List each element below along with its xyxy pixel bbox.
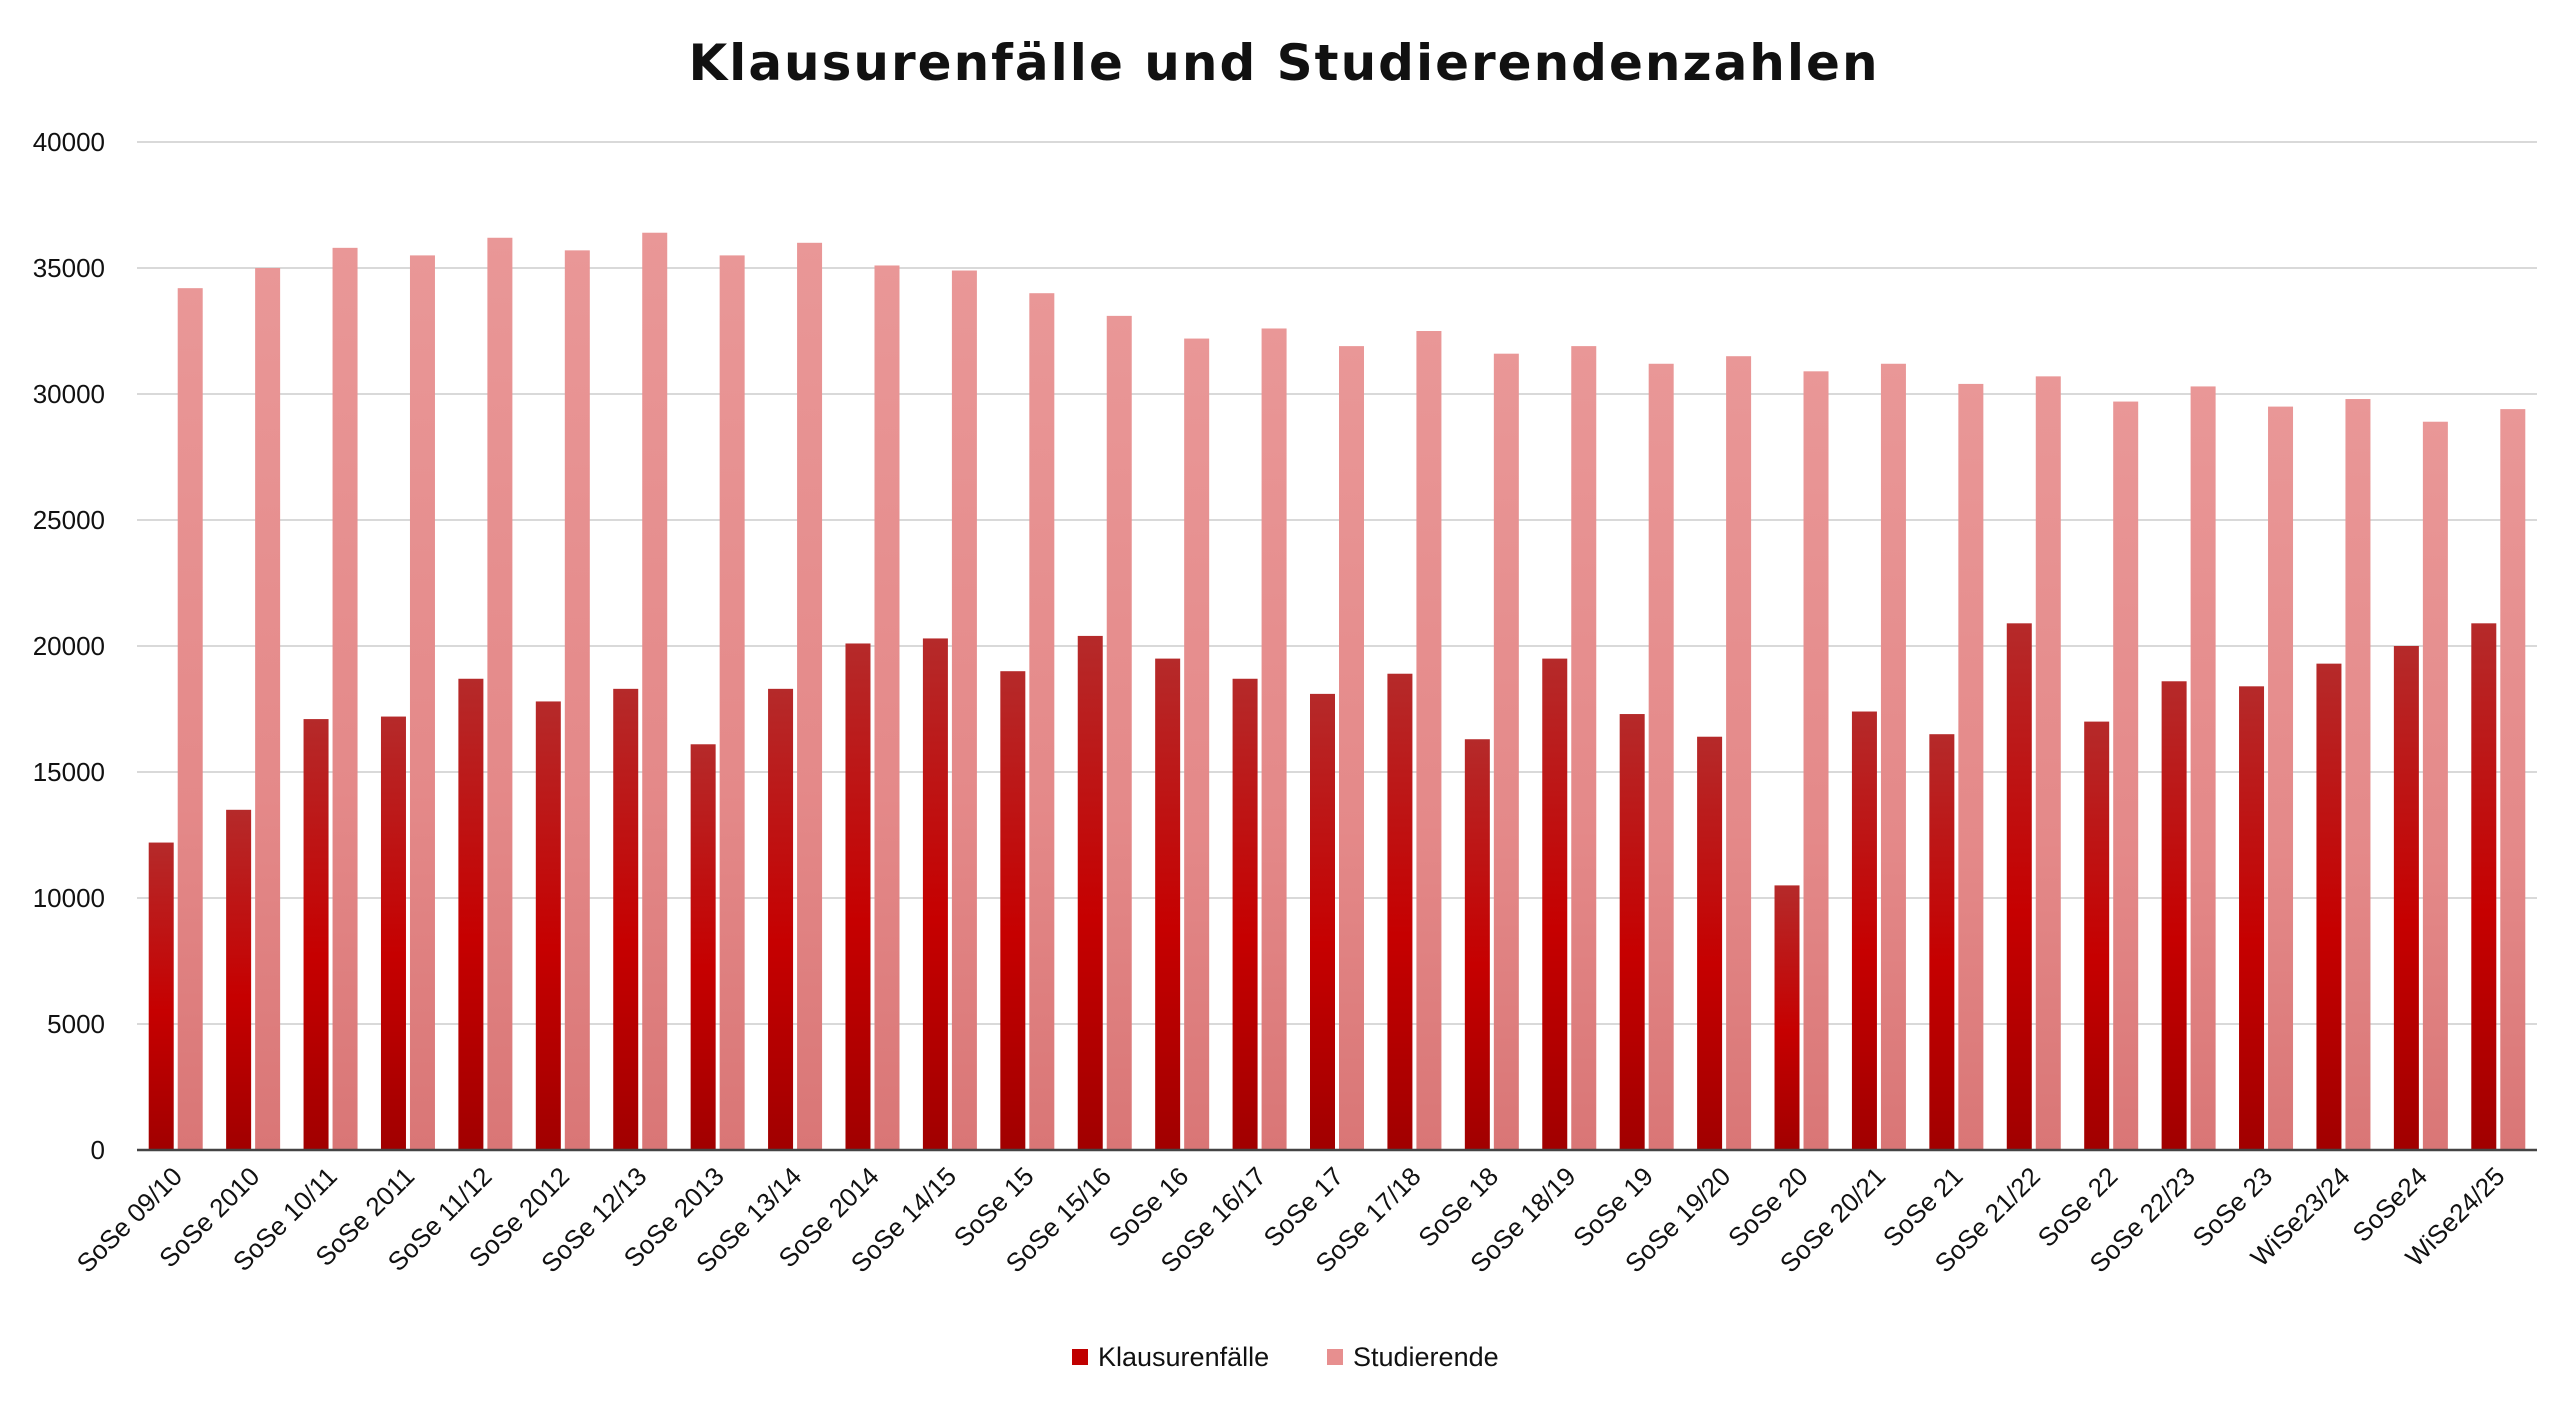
bar-studierende	[1648, 363, 1674, 1150]
bar-klausurenfaelle	[690, 744, 716, 1150]
bar-klausurenfaelle	[303, 719, 329, 1150]
y-tick-label: 10000	[33, 883, 105, 913]
bar-klausurenfaelle	[1232, 678, 1258, 1150]
bar-studierende	[1261, 328, 1287, 1151]
bar-studierende	[255, 268, 281, 1150]
y-tick-label: 15000	[33, 757, 105, 787]
bar-klausurenfaelle	[1542, 658, 1568, 1150]
bar-studierende	[564, 250, 590, 1151]
bar-studierende	[177, 288, 203, 1150]
bar-klausurenfaelle	[1077, 635, 1103, 1150]
bar-klausurenfaelle	[2471, 623, 2497, 1150]
legend-label: Klausurenfälle	[1098, 1342, 1269, 1372]
legend: Klausurenfälle Studierende	[1072, 1342, 1499, 1372]
y-tick-label: 25000	[33, 505, 105, 535]
bar-studierende	[2500, 409, 2526, 1150]
y-tick-label: 40000	[33, 127, 105, 157]
legend-label: Studierende	[1353, 1342, 1499, 1372]
bar-studierende	[1029, 293, 1055, 1150]
bars	[148, 232, 2526, 1151]
legend-swatch	[1072, 1349, 1088, 1365]
legend-swatch	[1327, 1349, 1343, 1365]
y-axis-ticks: 0 5000 10000 15000 20000 25000 30000 35000 40000	[33, 127, 105, 1165]
bar-klausurenfaelle	[845, 643, 871, 1150]
bar-studierende	[1184, 338, 1210, 1150]
bar-studierende	[719, 255, 745, 1150]
bar-klausurenfaelle	[1464, 739, 1490, 1150]
bar-klausurenfaelle	[2239, 686, 2265, 1150]
bar-studierende	[409, 255, 435, 1150]
bar-studierende	[332, 247, 358, 1151]
bar-studierende	[951, 270, 977, 1150]
bar-studierende	[1571, 346, 1597, 1150]
bar-studierende	[1880, 363, 1906, 1150]
bar-studierende	[2190, 386, 2216, 1150]
y-tick-label: 0	[91, 1135, 105, 1165]
bar-klausurenfaelle	[1697, 736, 1723, 1150]
bar-studierende	[1726, 356, 1752, 1150]
bar-klausurenfaelle	[1619, 714, 1645, 1150]
bar-studierende	[1493, 353, 1519, 1150]
bar-klausurenfaelle	[922, 638, 948, 1150]
bar-klausurenfaelle	[1929, 734, 1955, 1150]
y-tick-label: 30000	[33, 379, 105, 409]
bar-studierende	[1106, 315, 1132, 1150]
bar-studierende	[2035, 376, 2061, 1150]
bar-klausurenfaelle	[1774, 885, 1800, 1150]
bar-klausurenfaelle	[2161, 681, 2187, 1150]
chart-title: Klausurenfälle und Studierendenzahlen	[688, 34, 1879, 92]
bar-klausurenfaelle	[1851, 711, 1877, 1150]
y-tick-label: 5000	[47, 1009, 105, 1039]
bar-klausurenfaelle	[535, 701, 561, 1150]
bar-studierende	[797, 242, 823, 1151]
bar-klausurenfaelle	[2084, 721, 2110, 1150]
bar-studierende	[2422, 421, 2448, 1151]
y-tick-label: 35000	[33, 253, 105, 283]
bar-klausurenfaelle	[1155, 658, 1181, 1150]
bar-studierende	[1416, 331, 1442, 1150]
bar-klausurenfaelle	[458, 678, 484, 1150]
bar-klausurenfaelle	[1310, 693, 1335, 1150]
y-tick-label: 20000	[33, 631, 105, 661]
bar-studierende	[2113, 401, 2139, 1150]
bar-klausurenfaelle	[2393, 646, 2419, 1150]
bar-studierende	[1803, 371, 1829, 1150]
bar-klausurenfaelle	[1387, 673, 1413, 1150]
bar-klausurenfaelle	[148, 842, 174, 1150]
bar-studierende	[487, 237, 513, 1150]
bar-klausurenfaelle	[380, 716, 406, 1150]
bar-klausurenfaelle	[613, 688, 639, 1150]
bar-studierende	[642, 232, 668, 1151]
bar-klausurenfaelle	[2006, 623, 2032, 1150]
bar-studierende	[1958, 383, 1984, 1150]
bar-studierende	[1339, 346, 1364, 1150]
bar-klausurenfaelle	[226, 809, 252, 1150]
bar-studierende	[2345, 399, 2371, 1150]
bar-studierende	[2268, 406, 2294, 1151]
bar-studierende	[874, 265, 900, 1151]
bar-klausurenfaelle	[2316, 663, 2342, 1150]
bar-klausurenfaelle	[768, 688, 794, 1150]
bar-klausurenfaelle	[1000, 671, 1026, 1150]
